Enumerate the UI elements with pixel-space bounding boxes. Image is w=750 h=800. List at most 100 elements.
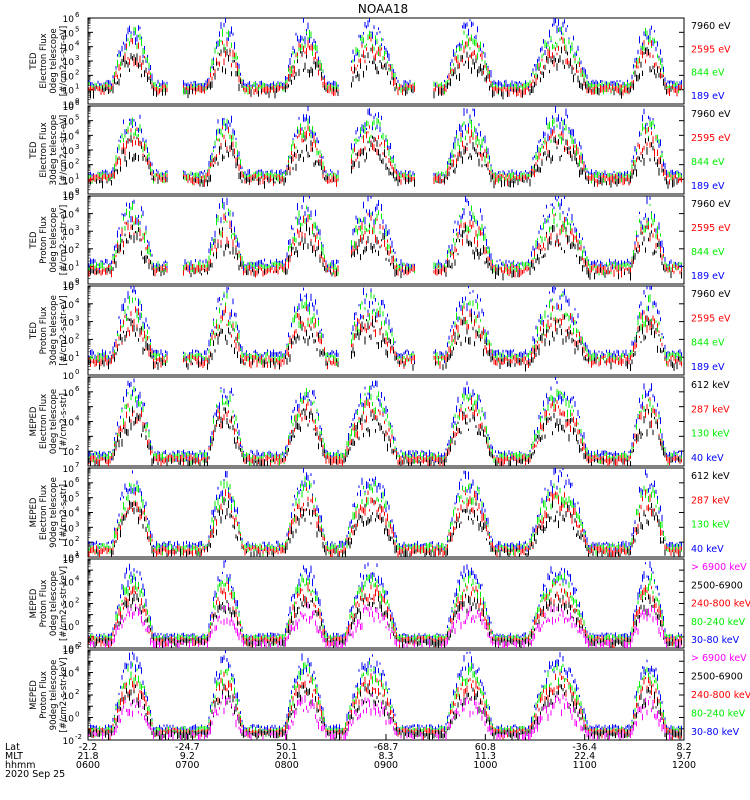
y-tick-label: 10: [63, 191, 75, 201]
y-axis-label-line: Electron Flux: [39, 33, 49, 88]
mlt-value: 21.8: [77, 751, 98, 762]
y-tick-exponent: 2: [75, 332, 79, 340]
y-tick-exponent: 6: [75, 643, 80, 651]
y-tick-label: 10: [63, 101, 75, 111]
y-tick-exponent: 4: [75, 128, 80, 136]
y-axis-label: TED Electron Flux 30deg telescope [#/cm2-s-…: [29, 115, 69, 186]
y-tick-exponent: 7: [75, 461, 79, 469]
legend-entry: 844 eV: [691, 247, 725, 258]
lat-value: -2.2: [79, 742, 98, 753]
y-axis-label-line: 0deg telescope: [49, 571, 59, 636]
hhmm-value: 1200: [672, 760, 696, 771]
y-axis-label-line: [#/cm2-s-str-eV]: [59, 115, 69, 185]
hhmm-value: 0600: [76, 760, 100, 771]
mlt-value: 22.4: [574, 751, 595, 762]
y-tick-exponent: 4: [75, 40, 80, 48]
hhmm-value: 0700: [175, 760, 199, 771]
legend-entry: 130 keV: [691, 429, 730, 440]
y-tick-label: 10: [63, 44, 75, 54]
legend-entry: 7960 eV: [691, 199, 731, 210]
y-tick-label: 10: [63, 29, 75, 39]
hhmm-value: 0900: [374, 760, 398, 771]
panel-frame: [87, 285, 685, 376]
y-axis-label-line: Electron Flux: [39, 485, 49, 540]
y-tick-exponent: 6: [75, 99, 80, 107]
y-tick-exponent: 0: [75, 619, 79, 627]
y-tick-exponent: 4: [75, 297, 80, 305]
y-tick-label: 10: [63, 246, 75, 256]
y-tick-exponent: 1: [75, 350, 79, 358]
y-tick-label: 10: [63, 103, 75, 113]
y-tick-exponent: 4: [75, 666, 80, 674]
y-tick-label: 10: [63, 336, 75, 346]
legend-entry: 844 eV: [691, 68, 725, 79]
lat-value: -24.7: [175, 742, 200, 753]
flux-trace: [88, 304, 682, 370]
flux-trace: [90, 223, 682, 281]
legend-entry: 844 eV: [691, 338, 725, 349]
mlt-value: 9.2: [180, 751, 195, 762]
y-axis-label-line: Proton Flux: [39, 671, 49, 719]
y-axis-label-line: MEPED: [29, 497, 39, 527]
panel-frame: [87, 195, 685, 285]
y-axis-label-line: TED: [29, 52, 39, 71]
legend-entry: 612 keV: [691, 380, 730, 391]
orbit-row-label: hhmm: [5, 760, 36, 771]
legend-entry: 189 eV: [691, 271, 725, 282]
y-tick-exponent: 2: [75, 242, 79, 250]
y-tick-exponent: 6: [75, 11, 80, 19]
y-tick-label: 10: [63, 715, 75, 725]
y-tick-exponent: 3: [75, 224, 79, 232]
legend-entry: 287 keV: [691, 495, 730, 506]
hhmm-value: 1100: [573, 760, 597, 771]
y-tick-label: 10: [63, 228, 75, 238]
y-axis-label-line: 30deg telescope: [49, 115, 59, 186]
y-axis-label-line: 90deg telescope: [49, 660, 59, 731]
y-axis-label: MEPED Electron Flux 0deg telescope [#/cm2-s…: [29, 389, 69, 454]
flux-trace: [88, 26, 682, 96]
y-tick-exponent: 1: [75, 83, 79, 91]
y-axis-label-line: 0deg telescope: [49, 389, 59, 454]
flux-trace: [88, 560, 682, 645]
y-tick-label: 10: [63, 283, 75, 293]
y-tick-label: 10: [63, 263, 75, 273]
chart-title: NOAA18: [358, 2, 408, 16]
y-tick-exponent: 2: [75, 444, 79, 452]
y-tick-label: 10: [63, 419, 75, 429]
flux-trace: [88, 650, 682, 737]
legend-entry: > 6900 keV: [691, 562, 747, 573]
y-tick-exponent: 2: [75, 158, 79, 166]
y-tick-exponent: -2: [75, 641, 82, 649]
y-tick-exponent: 4: [75, 415, 80, 423]
flux-trace: [88, 36, 682, 98]
flux-trace: [88, 106, 682, 182]
legend-entry: 7960 eV: [691, 21, 731, 32]
flux-trace: [88, 286, 682, 364]
legend-entry: 30-80 keV: [691, 635, 740, 646]
flux-trace: [88, 468, 682, 554]
y-axis-label-line: MEPED: [29, 588, 39, 618]
y-axis-label-line: 90deg telescope: [49, 477, 59, 548]
y-axis-label-line: Electron Flux: [39, 394, 49, 449]
mlt-value: 11.3: [475, 751, 496, 762]
y-axis-label: TED Electron Flux 0deg telescope [#/cm2-s-s…: [29, 26, 69, 96]
y-tick-label: 10: [63, 692, 75, 702]
y-axis-label-line: [#/cm2-s-str]: [59, 393, 69, 450]
y-tick-exponent: 5: [75, 114, 79, 122]
y-tick-label: 10: [63, 465, 75, 475]
y-axis-label-line: MEPED: [29, 680, 39, 710]
y-tick-label: 10: [63, 539, 75, 549]
y-tick-exponent: 1: [75, 550, 79, 558]
y-tick-exponent: 3: [75, 315, 79, 323]
y-tick-label: 10: [63, 132, 75, 142]
y-tick-label: 10: [63, 510, 75, 520]
y-tick-exponent: 0: [75, 368, 79, 376]
y-axis-label-line: Proton Flux: [39, 307, 49, 355]
legend-entry: 30-80 keV: [691, 727, 740, 738]
y-tick-exponent: 3: [75, 143, 79, 151]
